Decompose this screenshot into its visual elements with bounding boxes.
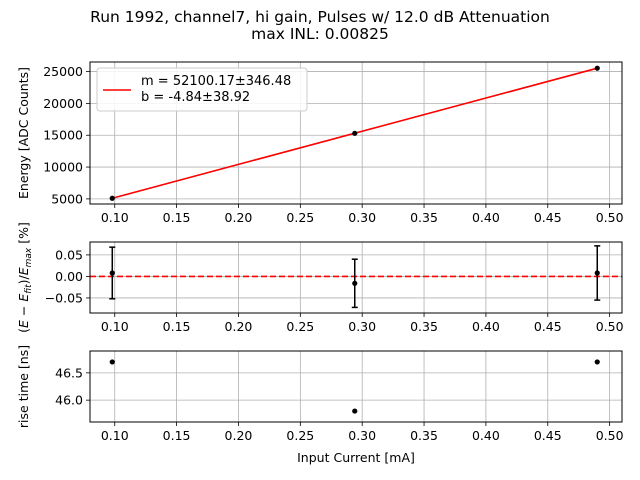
y-tick-label: 15000 [43, 128, 83, 143]
y-axis-label: (E − Efit)/Emax [%] [16, 222, 34, 333]
x-tick-label: 0.45 [534, 210, 562, 225]
x-tick-label: 0.20 [225, 428, 253, 443]
ylabel-part: E [16, 320, 31, 328]
energy-panel: 0.10 0.15 0.20 0.25 0.30 0.35 0.40 0.45 0.50 5000… [16, 61, 624, 225]
ylabel-part: ( [16, 328, 31, 333]
x-tick-label: 0.40 [472, 428, 500, 443]
x-tick-label: 0.15 [163, 428, 191, 443]
x-tick-label: 0.50 [596, 210, 624, 225]
y-tick-label: 46.5 [55, 365, 83, 380]
ylabel-part: )/ [16, 274, 31, 284]
legend-entry-line: b = -4.84±38.92 [141, 90, 250, 105]
x-tick-label: 0.40 [472, 319, 500, 334]
x-tick-label: 0.25 [286, 210, 314, 225]
x-tick-label: 0.50 [596, 319, 624, 334]
ylabel-subscript: max [24, 247, 34, 267]
x-tick-label: 0.25 [286, 428, 314, 443]
y-tick-label: 25000 [43, 64, 83, 79]
x-tick-label: 0.15 [163, 319, 191, 334]
ylabel-part: − [16, 302, 31, 320]
x-tick-label: 0.50 [596, 428, 624, 443]
x-tick-label: 0.45 [534, 428, 562, 443]
x-tick-label: 0.35 [410, 428, 438, 443]
rise-time-panel: 0.10 0.15 0.20 0.25 0.30 0.35 0.40 0.45 0.50 46.0… [16, 345, 624, 465]
x-tick-label: 0.30 [348, 210, 376, 225]
axes-frame [89, 241, 623, 314]
x-tick-label: 0.15 [163, 210, 191, 225]
axes-frame [89, 350, 623, 423]
y-axis-label: rise time [ns] [16, 345, 31, 428]
ylabel-part: [%] [16, 222, 31, 248]
x-tick-label: 0.10 [101, 210, 129, 225]
data-point [109, 270, 115, 276]
ylabel-part: E [16, 294, 31, 302]
x-tick-label: 0.40 [472, 210, 500, 225]
y-tick-label: 0.05 [55, 247, 83, 262]
y-tick-label: 20000 [43, 96, 83, 111]
data-point [352, 280, 358, 286]
x-tick-label: 0.10 [101, 319, 129, 334]
x-tick-label: 0.20 [225, 319, 253, 334]
ylabel-subscript: fit [24, 284, 34, 294]
y-axis-label: Energy [ADC Counts] [16, 67, 31, 199]
legend-entry-label: m = 52100.17±346.48 b = -4.84±38.92 [141, 74, 291, 105]
legend-box [96, 67, 308, 112]
data-point [109, 195, 115, 201]
x-tick-label: 0.20 [225, 210, 253, 225]
x-tick-label: 0.30 [348, 319, 376, 334]
data-point [352, 130, 358, 136]
data-point [109, 359, 115, 365]
x-tick-label: 0.30 [348, 428, 376, 443]
axes-frame [89, 61, 623, 205]
legend-entry-line: m = 52100.17±346.48 [141, 74, 291, 89]
y-tick-label: 46.0 [55, 393, 83, 408]
chart-title-line2: max INL: 0.00825 [251, 25, 389, 43]
y-tick-label: 10000 [43, 160, 83, 175]
residual-panel: 0.10 0.15 0.20 0.25 0.30 0.35 0.40 0.45 0.50−0.0… [16, 222, 624, 334]
y-tick-label: −0.05 [45, 290, 83, 305]
x-tick-label: 0.35 [410, 210, 438, 225]
x-axis-label: Input Current [mA] [297, 450, 415, 465]
y-tick-label: 0.00 [55, 269, 83, 284]
y-tick-label: 5000 [51, 191, 83, 206]
data-point [594, 270, 600, 276]
ylabel-part: E [16, 267, 31, 275]
x-tick-label: 0.25 [286, 319, 314, 334]
data-point [594, 359, 600, 365]
x-tick-label: 0.10 [101, 428, 129, 443]
chart-title-line1: Run 1992, channel7, hi gain, Pulses w/ 1… [90, 8, 550, 26]
data-point [352, 408, 358, 414]
data-point [594, 65, 600, 71]
x-tick-label: 0.35 [410, 319, 438, 334]
x-tick-label: 0.45 [534, 319, 562, 334]
